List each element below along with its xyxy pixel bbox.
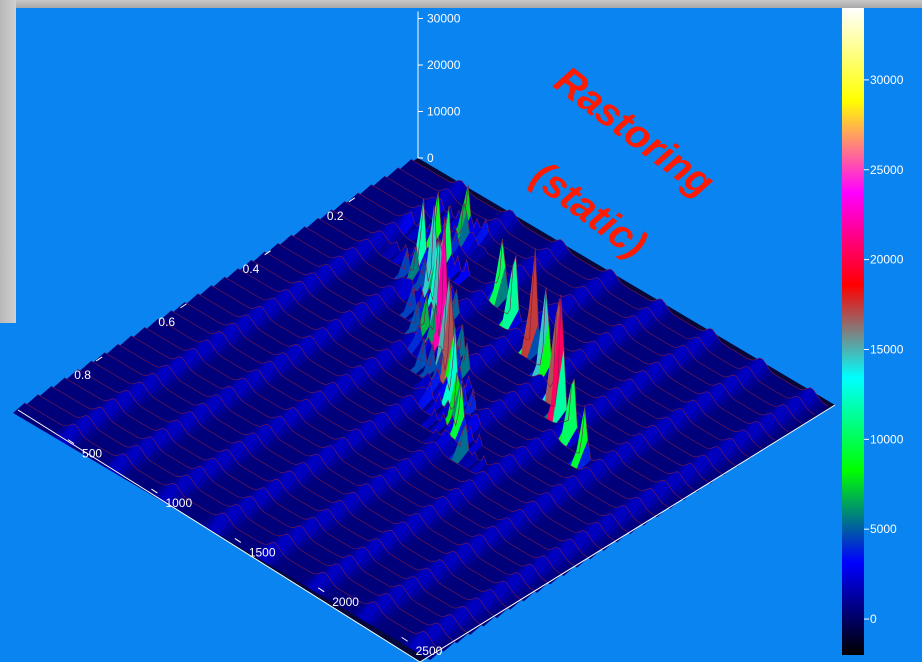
y-tick xyxy=(95,356,103,362)
surface-row xyxy=(13,402,442,661)
surface-plot xyxy=(13,158,835,662)
x-tick-label: 1500 xyxy=(249,545,276,559)
surface-row xyxy=(79,360,509,619)
x-tick-label: 500 xyxy=(82,447,102,461)
row-ridge xyxy=(171,310,589,558)
row-ridge xyxy=(197,293,616,542)
colorbar-tick-label: 25000 xyxy=(870,163,904,177)
row-ridge xyxy=(131,335,549,584)
colorbar-gradient xyxy=(842,8,864,655)
row-ridge xyxy=(291,234,709,483)
surface-row xyxy=(293,226,722,484)
z-tick-label: 30000 xyxy=(427,12,461,26)
row-ridge xyxy=(91,360,509,609)
row-ridge xyxy=(144,327,562,575)
x-tick-label: 2500 xyxy=(416,644,443,658)
colorbar-tick-label: 20000 xyxy=(870,253,904,267)
x-tick xyxy=(317,587,325,593)
row-ridge xyxy=(317,205,736,466)
colorbar-tick-label: 15000 xyxy=(870,342,904,356)
colorbar-tick-label: 5000 xyxy=(870,522,897,536)
row-ridge xyxy=(344,201,762,449)
x-tick xyxy=(151,488,158,494)
surface-row xyxy=(306,205,736,476)
row-ridge xyxy=(331,198,749,458)
row-ridge xyxy=(104,352,522,600)
row-ridge xyxy=(264,251,682,500)
colorbar-tick-label: 30000 xyxy=(870,73,904,87)
colorbar-tick-label: 10000 xyxy=(870,432,904,446)
colorbar-tick-label: 0 xyxy=(870,612,877,626)
row-ridge xyxy=(157,318,576,567)
row-ridge xyxy=(357,191,776,441)
z-tick-label: 0 xyxy=(427,151,434,165)
y-tick-label: 0.2 xyxy=(327,209,344,223)
y-tick-label: 0.8 xyxy=(74,368,91,382)
surface-row xyxy=(66,369,496,627)
row-ridge xyxy=(184,301,602,550)
y-tick-label: 0.6 xyxy=(158,315,175,329)
row-ridge xyxy=(224,276,642,525)
x-tick-label: 1000 xyxy=(165,496,192,510)
y-tick-label: 0.4 xyxy=(243,262,260,276)
x-tick xyxy=(401,636,408,642)
row-ridge xyxy=(37,394,456,642)
row-ridge xyxy=(77,369,496,617)
x-axis-line xyxy=(419,404,836,662)
row-ridge xyxy=(51,385,469,634)
slide-left-bar xyxy=(0,0,16,323)
slide-top-bar xyxy=(0,0,922,8)
x-tick xyxy=(234,538,242,543)
surface-row xyxy=(226,268,656,526)
surface-row xyxy=(106,343,536,602)
y-tick xyxy=(348,197,356,203)
row-ridge xyxy=(211,285,629,533)
row-ridge xyxy=(277,216,696,491)
y-tick xyxy=(180,303,187,309)
x-tick-label: 2000 xyxy=(332,595,359,609)
colorbar: 0 5000 10000 15000 20000 25000 30000 xyxy=(842,8,904,655)
z-tick-label: 10000 xyxy=(427,105,461,119)
row-ridge xyxy=(64,377,482,626)
y-axis-line xyxy=(17,409,421,662)
row-ridge xyxy=(251,259,669,508)
row-ridge xyxy=(237,268,656,516)
row-ridge xyxy=(117,343,536,592)
surface-row xyxy=(373,175,802,434)
surface-row xyxy=(93,352,522,610)
row-ridge xyxy=(384,175,802,424)
x-tick xyxy=(67,439,75,445)
z-tick-label: 20000 xyxy=(427,58,461,72)
y-tick xyxy=(264,250,271,256)
row-ridge xyxy=(24,402,442,651)
row-ridge xyxy=(304,226,722,474)
row-ridge xyxy=(411,159,829,407)
axes: 0 10000 20000 30000 500 1000 1500 2000 2500 0.2 0.… xyxy=(17,12,836,662)
